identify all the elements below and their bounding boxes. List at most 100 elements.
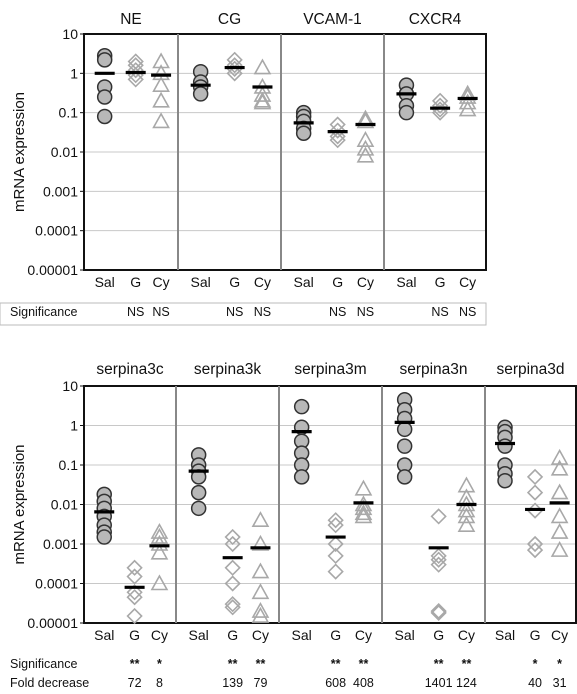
data-point-cy <box>457 507 476 524</box>
data-point-cy <box>152 91 170 108</box>
panel-ne <box>83 33 179 271</box>
panel-title: serpina3d <box>496 361 564 378</box>
significance-value: NS <box>254 305 271 319</box>
significance-value: NS <box>459 305 476 319</box>
x-tick-label-cy: Cy <box>551 627 568 643</box>
significance-value: ** <box>331 657 341 671</box>
panel-title: serpina3c <box>96 361 163 378</box>
data-point-g <box>126 559 143 576</box>
data-point-cy <box>150 527 169 544</box>
fold-decrease-value: 31 <box>553 676 567 690</box>
panel-title: CXCR4 <box>409 11 462 28</box>
data-point-sal <box>96 108 113 125</box>
data-point-cy <box>354 507 373 524</box>
significance-value: NS <box>127 305 144 319</box>
data-point-sal <box>96 89 113 105</box>
data-point-cy <box>150 534 169 551</box>
significance-label: Significance <box>10 305 77 319</box>
data-point-g <box>430 602 447 620</box>
panel-title: VCAM-1 <box>303 11 362 28</box>
data-point-g <box>329 132 346 149</box>
y-tick-label: 0.01 <box>51 497 78 513</box>
data-point-cy <box>251 534 270 551</box>
data-point-sal <box>396 421 413 438</box>
x-tick-label-cy: Cy <box>254 274 271 290</box>
data-point-cy <box>251 583 270 600</box>
fold-decrease-value: 8 <box>156 676 163 690</box>
data-point-g <box>224 575 241 592</box>
panel-serpina3c <box>83 385 177 625</box>
data-point-cy <box>356 139 375 156</box>
data-point-cy <box>354 479 373 496</box>
data-point-cy <box>150 574 169 591</box>
data-point-cy <box>354 504 373 521</box>
data-point-g <box>224 528 241 546</box>
data-point-cy <box>152 64 170 81</box>
x-tick-label-g: G <box>229 274 240 290</box>
data-point-g <box>224 535 241 553</box>
data-point-cy <box>251 511 270 528</box>
x-tick-label-g: G <box>332 274 343 290</box>
data-point-sal <box>293 469 310 485</box>
data-point-g <box>327 563 344 580</box>
y-tick-label: 0.001 <box>43 183 78 199</box>
x-tick-label-sal: Sal <box>95 274 115 290</box>
data-point-g <box>430 604 447 622</box>
data-point-sal <box>295 125 312 141</box>
data-point-g <box>327 547 344 565</box>
data-point-cy <box>251 606 270 623</box>
significance-value: * <box>157 657 162 671</box>
fold-decrease-value: 608 <box>325 676 346 690</box>
panel-title: NE <box>120 11 142 28</box>
data-point-cy <box>251 562 270 579</box>
fold-decrease-value: 139 <box>222 676 243 690</box>
y-tick-label: 0.1 <box>59 105 79 121</box>
data-point-g <box>430 508 447 525</box>
fold-decrease-value: 408 <box>353 676 374 690</box>
x-tick-label-g: G <box>129 627 140 643</box>
data-point-cy <box>253 93 272 110</box>
x-tick-label-cy: Cy <box>459 274 476 290</box>
x-tick-label-sal: Sal <box>191 274 211 290</box>
data-point-g <box>431 104 449 121</box>
data-point-sal <box>192 86 209 102</box>
data-point-g <box>126 607 143 625</box>
data-point-sal <box>96 52 113 68</box>
data-point-cy <box>251 601 270 618</box>
data-point-sal <box>396 469 413 485</box>
x-tick-label-sal: Sal <box>396 274 416 290</box>
data-point-cy <box>550 522 569 539</box>
significance-value: * <box>533 657 538 671</box>
x-tick-label-cy: Cy <box>252 627 269 643</box>
data-point-g <box>430 551 447 568</box>
significance-value: NS <box>431 305 448 319</box>
fold-decrease-value: 40 <box>528 676 542 690</box>
data-point-cy <box>458 93 477 110</box>
data-point-g <box>126 589 143 606</box>
data-point-g <box>430 556 447 573</box>
significance-value: ** <box>462 657 472 671</box>
x-tick-label-cy: Cy <box>355 627 372 643</box>
data-point-cy <box>550 459 569 476</box>
significance-value: ** <box>130 657 140 671</box>
data-point-cy <box>550 540 569 557</box>
data-point-g <box>127 67 144 84</box>
x-tick-label-sal: Sal <box>395 627 415 643</box>
data-point-g <box>329 128 346 145</box>
x-tick-label-sal: Sal <box>294 274 314 290</box>
data-point-cy <box>457 516 476 532</box>
significance-label: Significance <box>10 657 77 671</box>
x-tick-label-cy: Cy <box>458 627 475 643</box>
data-point-cy <box>356 146 375 163</box>
data-point-g <box>224 596 241 613</box>
y-tick-label: 0.001 <box>43 536 78 552</box>
fold-decrease-value: 72 <box>128 676 142 690</box>
panel-title: CG <box>218 11 241 28</box>
data-point-g <box>226 57 243 74</box>
significance-row-frame <box>0 302 487 326</box>
x-tick-label-sal: Sal <box>495 627 515 643</box>
data-point-cy <box>152 112 170 129</box>
data-point-sal <box>96 529 112 545</box>
data-point-cy <box>550 507 569 524</box>
data-point-g <box>226 51 243 68</box>
